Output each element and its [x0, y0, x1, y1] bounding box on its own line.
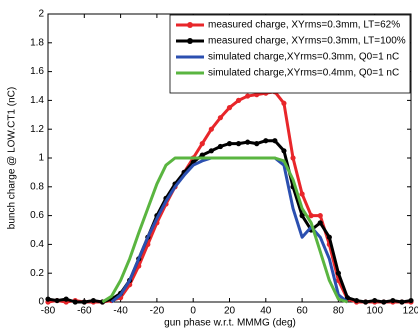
data-point: [308, 213, 314, 219]
data-point: [317, 213, 323, 219]
data-point: [208, 148, 214, 154]
y-tick-label: 0.8: [30, 181, 44, 192]
legend-box: [169, 14, 411, 94]
data-point: [263, 138, 269, 144]
data-point: [72, 299, 78, 305]
data-point: [353, 297, 360, 304]
data-point: [226, 105, 233, 111]
data-point: [281, 148, 287, 154]
data-point: [363, 299, 369, 305]
y-tick-label: 1.6: [30, 66, 44, 77]
data-point: [326, 234, 332, 240]
x-axis-label: gun phase w.r.t. MMMG (deg): [164, 318, 296, 329]
y-tick-label: 1.2: [30, 124, 44, 135]
x-tick-label: 80: [333, 306, 345, 317]
data-point: [390, 297, 396, 304]
data-point: [317, 220, 323, 226]
data-point: [199, 152, 205, 158]
data-point: [245, 93, 251, 99]
y-tick-label: 1.4: [30, 95, 44, 106]
data-point: [217, 143, 224, 150]
data-point: [226, 141, 233, 147]
data-point: [235, 97, 242, 103]
x-tick-label: 100: [366, 306, 383, 317]
x-tick-label: -80: [41, 306, 56, 317]
legend-label: simulated charge,XYrms=0.3mm, Q0=1 nC: [208, 52, 399, 63]
y-tick-label: 1.8: [30, 37, 44, 48]
data-point: [381, 299, 387, 305]
x-tick-label: 120: [403, 306, 418, 317]
x-tick-label: 20: [224, 306, 236, 317]
data-point: [399, 299, 405, 305]
data-point: [217, 115, 224, 121]
data-point: [54, 297, 60, 304]
data-point: [208, 126, 214, 132]
data-point: [344, 295, 351, 301]
x-tick-label: -20: [150, 306, 165, 317]
data-point: [245, 139, 251, 145]
legend-marker: [187, 38, 193, 44]
y-tick-label: 1: [38, 153, 44, 164]
y-tick-label: 0.4: [30, 239, 44, 250]
data-point: [45, 296, 51, 302]
data-point: [290, 155, 296, 161]
data-point: [335, 270, 341, 276]
y-axis-label: bunch charge @ LOW.CT1 (nC): [7, 87, 18, 229]
legend-marker: [187, 22, 193, 28]
data-point: [81, 299, 87, 305]
data-point: [90, 297, 96, 304]
y-tick-label: 2: [38, 9, 44, 20]
y-tick-label: 0.6: [30, 210, 44, 221]
legend-label: measured charge, XYrms=0.3mm, LT=100%: [208, 36, 406, 47]
x-tick-label: 0: [190, 306, 196, 317]
data-point: [254, 141, 260, 147]
data-point: [63, 296, 69, 302]
series-line: [101, 156, 348, 304]
x-tick-label: 60: [297, 306, 309, 317]
data-point: [272, 138, 278, 144]
data-point: [281, 100, 287, 106]
y-tick-label: 0.2: [30, 268, 44, 279]
data-point: [299, 213, 305, 219]
data-point: [299, 191, 305, 197]
legend-label: simulated charge,XYrms=0.4mm, Q0=1 nC: [208, 68, 399, 79]
data-point: [372, 297, 378, 304]
y-tick-label: 0: [38, 297, 44, 308]
data-point: [408, 297, 414, 304]
data-point: [199, 141, 205, 147]
legend-label: measured charge, XYrms=0.3mm, LT=62%: [208, 20, 400, 31]
x-tick-label: 40: [260, 306, 272, 317]
x-tick-label: -40: [113, 306, 128, 317]
x-tick-label: -60: [77, 306, 92, 317]
data-point: [235, 141, 242, 147]
